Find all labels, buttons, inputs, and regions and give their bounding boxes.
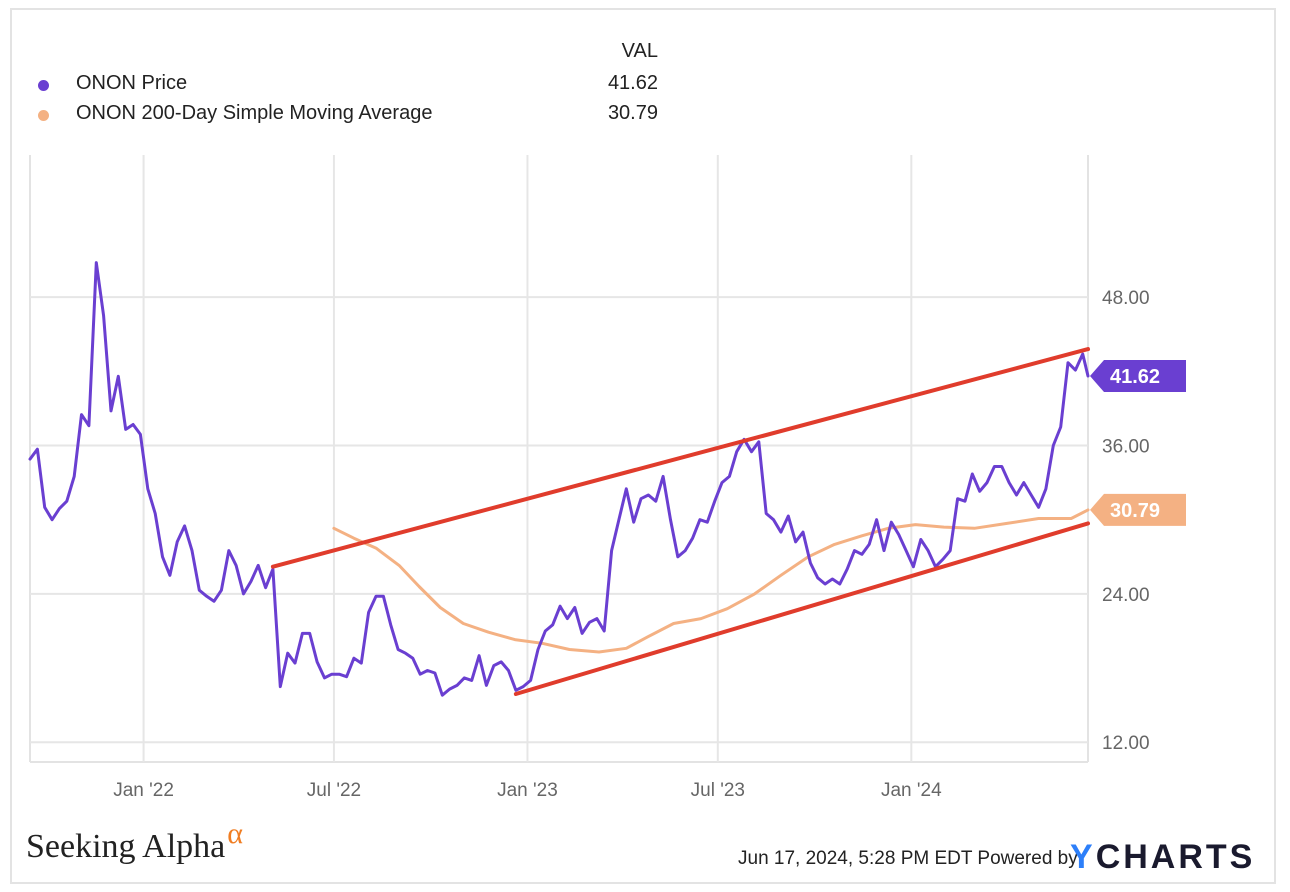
legend-value-sma: 30.79 — [607, 102, 658, 124]
channel-upper-line — [270, 347, 1090, 569]
sma-last-value-label: 30.79 — [1110, 500, 1160, 522]
timestamp-text: Jun 17, 2024, 5:28 PM EDT Powered by — [738, 848, 1078, 869]
legend-item-price[interactable]: ONON Price 41.62 — [38, 72, 658, 98]
x-tick-label: Jul '23 — [691, 780, 745, 801]
sma-last-value-tag — [1090, 493, 1186, 526]
sma-series-line — [332, 508, 1090, 654]
x-tick-label: Jan '22 — [113, 780, 174, 801]
chart-legend: VAL ONON Price 41.62 ONON 200-Day Simple… — [38, 40, 658, 140]
legend-label-price: ONON Price — [76, 72, 188, 94]
x-tick-label: Jan '23 — [497, 780, 558, 801]
ycharts-logo[interactable]: YCHARTS — [1070, 838, 1255, 877]
y-tick-label: 12.00 — [1102, 733, 1150, 754]
legend-value-price: 41.62 — [607, 72, 658, 94]
seeking-alpha-wordmark: Seeking Alpha — [26, 828, 226, 865]
ycharts-logo-y: Y — [1070, 838, 1096, 876]
y-tick-label: 24.00 — [1102, 585, 1150, 606]
ycharts-logo-rest: CHARTS — [1095, 838, 1256, 876]
channel-lower-line — [513, 521, 1090, 697]
y-tick-label: 48.00 — [1102, 288, 1150, 309]
price-last-value-label: 41.62 — [1110, 366, 1160, 388]
legend-item-sma[interactable]: ONON 200-Day Simple Moving Average 30.79 — [38, 102, 658, 128]
y-tick-label: 36.00 — [1102, 437, 1150, 458]
seeking-alpha-logo: Seeking Alphaα — [26, 817, 243, 866]
legend-value-header: VAL — [621, 40, 658, 62]
price-series-line — [28, 261, 1090, 697]
chart-frame — [10, 8, 1276, 884]
alpha-mark: α — [227, 817, 243, 850]
x-tick-label: Jan '24 — [881, 780, 942, 801]
legend-swatch-price — [38, 80, 49, 91]
legend-swatch-sma — [38, 110, 49, 121]
legend-label-sma: ONON 200-Day Simple Moving Average — [76, 102, 433, 124]
x-tick-label: Jul '22 — [307, 780, 361, 801]
price-last-value-tag — [1090, 360, 1186, 393]
